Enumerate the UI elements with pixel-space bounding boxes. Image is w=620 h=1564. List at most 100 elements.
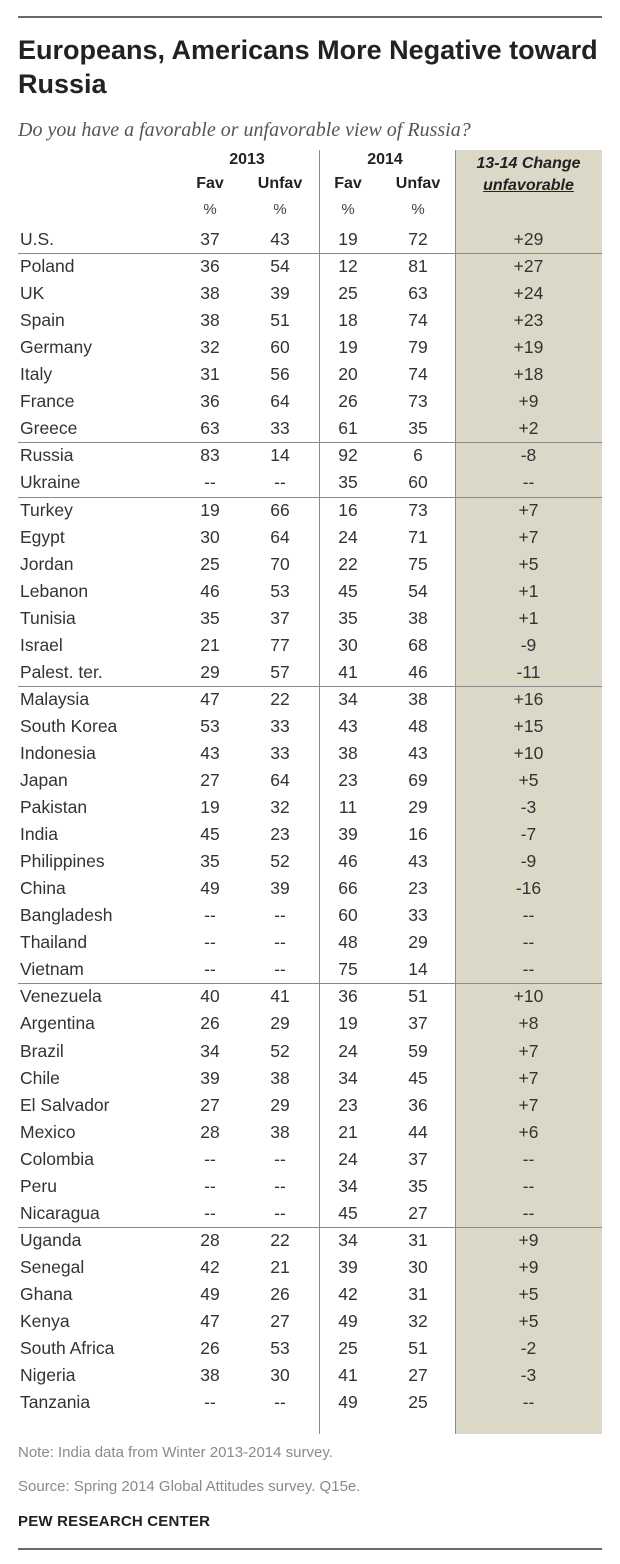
fav-2013: 27 — [200, 770, 220, 790]
country-name: Japan — [20, 770, 68, 790]
change-column-shading — [455, 150, 602, 1434]
table-row: UK 38 39 25 63 +24 — [18, 280, 602, 307]
footnote-note: Note: India data from Winter 2013-2014 s… — [18, 1444, 333, 1461]
table-row: U.S. 37 43 19 72 +29 — [18, 226, 602, 253]
chart-title: Europeans, Americans More Negative towar… — [18, 35, 598, 99]
unfav-2014: 38 — [408, 608, 428, 628]
fav-2014: 16 — [338, 500, 358, 520]
country-name: Italy — [20, 364, 53, 384]
fav-2014: 11 — [338, 797, 358, 817]
change-unfavorable: -8 — [520, 445, 537, 465]
fav-2013: 36 — [200, 391, 220, 411]
country-name: El Salvador — [20, 1095, 110, 1115]
unfav-2013: -- — [274, 905, 286, 925]
fav-2013: 45 — [200, 824, 220, 844]
group-separator — [18, 1227, 602, 1228]
header-pct-fav-2013: % — [203, 201, 217, 218]
change-unfavorable: +6 — [518, 1122, 539, 1142]
unfav-2014: 33 — [408, 905, 428, 925]
change-unfavorable: +19 — [513, 337, 544, 357]
change-unfavorable: -- — [522, 1149, 535, 1169]
fav-2014: 22 — [338, 554, 358, 574]
fav-2014: 38 — [338, 743, 358, 763]
fav-2014: 23 — [338, 770, 358, 790]
change-unfavorable: +9 — [518, 1257, 539, 1277]
fav-2013: 30 — [200, 527, 220, 547]
country-name: South Korea — [20, 716, 118, 736]
header-fav-2014: Fav — [334, 175, 362, 192]
change-unfavorable: -- — [522, 905, 535, 925]
unfav-2014: 35 — [408, 1176, 428, 1196]
unfav-2014: 44 — [408, 1122, 428, 1142]
fav-2014: 26 — [338, 391, 358, 411]
bottom-rule — [18, 1548, 602, 1550]
change-unfavorable: -- — [522, 472, 535, 492]
country-name: Nicaragua — [20, 1203, 100, 1223]
group-separator — [18, 983, 602, 984]
unfav-2013: 66 — [270, 500, 290, 520]
group-separator — [18, 497, 602, 498]
change-unfavorable: +5 — [518, 1311, 539, 1331]
table-row: France 36 64 26 73 +9 — [18, 388, 602, 415]
change-unfavorable: +7 — [518, 1095, 539, 1115]
unfav-2013: 39 — [270, 283, 290, 303]
table-row: Japan 27 64 23 69 +5 — [18, 767, 602, 794]
change-unfavorable: -- — [522, 1176, 535, 1196]
table-row: Brazil 34 52 24 59 +7 — [18, 1038, 602, 1065]
unfav-2014: 16 — [408, 824, 428, 844]
table-row: Nicaragua -- -- 45 27 -- — [18, 1200, 602, 1227]
fav-2013: -- — [204, 1203, 216, 1223]
fav-2013: 35 — [200, 851, 220, 871]
fav-2013: 31 — [200, 364, 220, 384]
unfav-2013: -- — [274, 1392, 286, 1412]
fav-2014: 35 — [338, 472, 358, 492]
group-separator — [18, 253, 602, 254]
fav-2013: 49 — [200, 878, 220, 898]
change-unfavorable: -9 — [520, 635, 537, 655]
fav-2014: 25 — [338, 1338, 358, 1358]
country-name: Colombia — [20, 1149, 94, 1169]
unfav-2014: 48 — [408, 716, 428, 736]
fav-2013: 63 — [200, 418, 220, 438]
unfav-2013: 30 — [270, 1365, 290, 1385]
fav-2014: 21 — [338, 1122, 358, 1142]
unfav-2014: 54 — [408, 581, 428, 601]
fav-2014: 66 — [338, 878, 358, 898]
unfav-2013: 60 — [270, 337, 290, 357]
header-fav-2013: Fav — [196, 175, 224, 192]
unfav-2013: 39 — [270, 878, 290, 898]
country-name: Lebanon — [20, 581, 89, 601]
table-row: China 49 39 66 23 -16 — [18, 875, 602, 902]
fav-2014: 12 — [338, 256, 358, 276]
fav-2013: 40 — [200, 986, 220, 1006]
fav-2013: 32 — [200, 337, 220, 357]
table-row: Colombia -- -- 24 37 -- — [18, 1146, 602, 1173]
table-row: Argentina 26 29 19 37 +8 — [18, 1010, 602, 1037]
change-unfavorable: +27 — [513, 256, 544, 276]
fav-2013: 38 — [200, 310, 220, 330]
fav-2013: 49 — [200, 1284, 220, 1304]
unfav-2013: 53 — [270, 581, 290, 601]
country-name: UK — [20, 283, 45, 303]
country-name: Germany — [20, 337, 92, 357]
unfav-2013: 70 — [270, 554, 290, 574]
fav-2014: 35 — [338, 608, 358, 628]
unfav-2014: 14 — [408, 959, 428, 979]
country-name: Jordan — [20, 554, 74, 574]
unfav-2014: 38 — [408, 689, 428, 709]
unfav-2014: 79 — [408, 337, 428, 357]
table-row: Tunisia 35 37 35 38 +1 — [18, 605, 602, 632]
table-row: Mexico 28 38 21 44 +6 — [18, 1119, 602, 1146]
unfav-2013: 52 — [270, 851, 290, 871]
change-unfavorable: -- — [522, 1392, 535, 1412]
change-unfavorable: +16 — [513, 689, 544, 709]
country-name: Egypt — [20, 527, 65, 547]
fav-2014: 34 — [338, 1068, 358, 1088]
unfav-2014: 51 — [408, 986, 428, 1006]
table-row: South Africa 26 53 25 51 -2 — [18, 1335, 602, 1362]
unfav-2013: 51 — [270, 310, 290, 330]
fav-2014: 18 — [338, 310, 358, 330]
country-name: Poland — [20, 256, 75, 276]
country-name: Turkey — [20, 500, 73, 520]
country-name: Israel — [20, 635, 63, 655]
